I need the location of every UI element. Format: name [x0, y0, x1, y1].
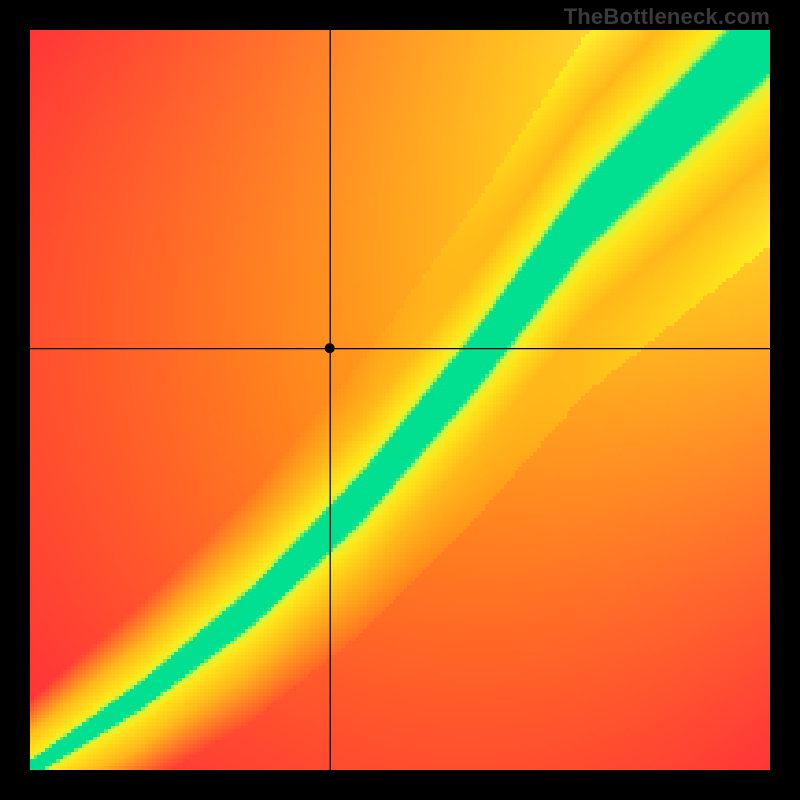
chart-container: TheBottleneck.com [0, 0, 800, 800]
heatmap-canvas [30, 30, 770, 770]
watermark-text: TheBottleneck.com [564, 4, 770, 30]
